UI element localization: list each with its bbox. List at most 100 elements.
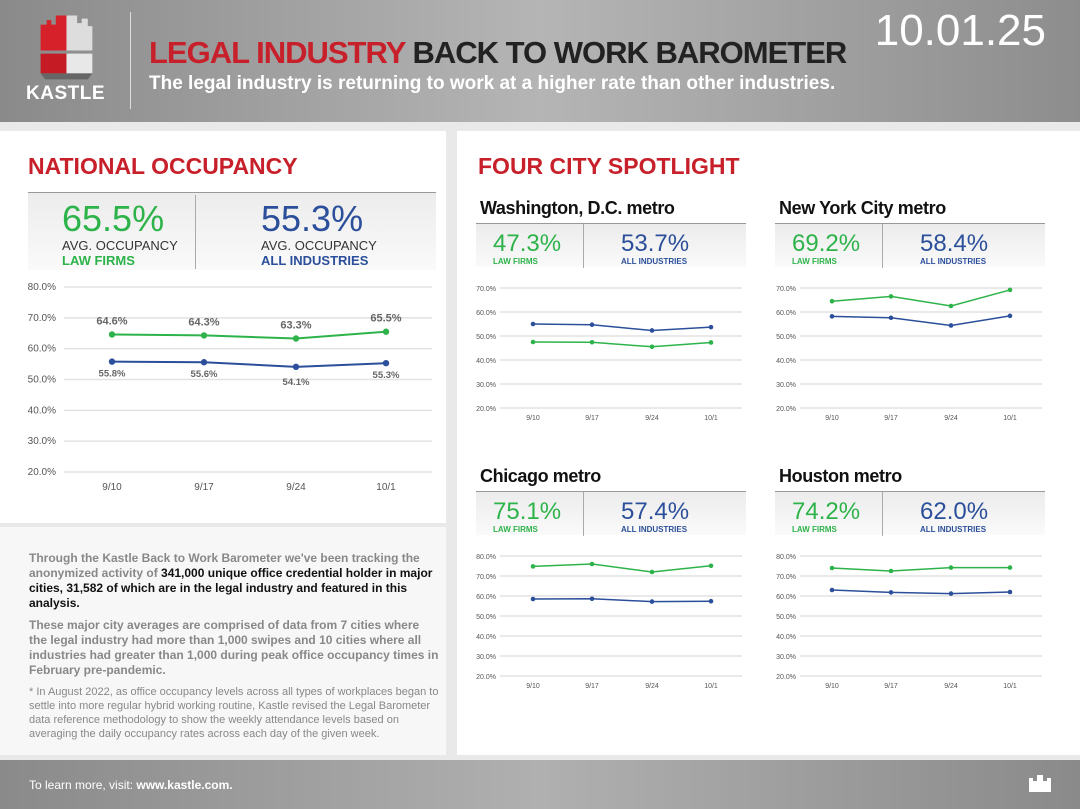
x-tick-label: 10/1 [704,415,718,422]
data-point [1007,287,1013,293]
data-point [829,587,835,593]
data-point [888,294,894,299]
title-red: LEGAL INDUSTRY [149,35,406,70]
info-text: Through the Kastle Back to Work Baromete… [29,551,439,748]
city-all-label: ALL INDUSTRIES [920,257,987,266]
city-law-label: LAW FIRMS [792,525,837,534]
series-line [831,589,1011,595]
data-label: 63.3% [280,319,311,331]
data-point [708,598,714,604]
info-footnote: * In August 2022, as office occupancy le… [29,686,439,740]
y-tick-label: 60.0% [28,344,56,355]
y-tick-label: 50.0% [28,375,56,386]
national-all-value: 55.3% [261,198,364,239]
info-paragraph-1: Through the Kastle Back to Work Baromete… [29,551,439,611]
data-label: 55.3% [373,370,400,381]
data-point [200,332,208,339]
x-tick-label: 9/10 [825,415,839,422]
y-tick-label: 50.0% [476,614,496,621]
national-law-label: LAW FIRMS [62,253,135,268]
y-tick-label: 70.0% [28,313,56,324]
data-point [888,590,894,595]
y-tick-label: 60.0% [476,310,496,317]
data-point [649,599,655,604]
national-all-caption: AVG. OCCUPANCY [261,238,377,253]
series-line [831,289,1011,307]
y-tick-label: 50.0% [776,334,796,341]
data-point [589,339,595,345]
kastle-castle-logo-icon [40,15,93,80]
city-all-value: 57.4% [621,498,690,525]
y-tick-label: 60.0% [776,310,796,317]
data-point [829,314,835,319]
city-all-value: 62.0% [920,498,989,525]
data-point [530,321,536,327]
y-tick-label: 20.0% [776,406,796,413]
national-stats: 65.5% AVG. OCCUPANCY LAW FIRMS 55.3% AVG… [28,192,436,270]
x-tick-label: 9/24 [645,683,659,690]
data-point [948,565,954,570]
data-point [888,315,894,321]
city-stats: 69.2% LAW FIRMS 58.4% ALL INDUSTRIES [775,223,1045,268]
data-point [108,331,116,338]
x-tick-label: 10/1 [704,683,718,690]
data-point [888,568,894,574]
city-name: New York City metro [779,198,946,218]
info-p1-plain: Through the Kastle Back to Work Baromete… [29,551,420,580]
y-tick-label: 20.0% [476,406,496,413]
x-tick-label: 9/24 [944,415,958,422]
x-tick-label: 9/24 [286,482,306,493]
y-tick-label: 80.0% [28,282,56,293]
footer-text: To learn more, visit: www.kastle.com. [29,778,233,792]
data-point [948,591,954,596]
series-line [111,330,387,340]
x-tick-label: 9/17 [585,683,599,690]
city-law-value: 69.2% [792,230,861,257]
x-tick-label: 9/17 [884,683,898,690]
x-tick-label: 10/1 [376,482,396,493]
logo-text: KASTLE [26,83,105,104]
divider [195,195,196,269]
x-tick-label: 9/17 [884,415,898,422]
divider [130,12,131,109]
y-tick-label: 30.0% [776,382,796,389]
x-tick-label: 10/1 [1003,683,1017,690]
data-point [589,561,595,567]
x-tick-label: 9/10 [526,683,540,690]
x-tick-label: 9/17 [194,482,214,493]
y-tick-label: 70.0% [476,574,496,581]
city-law-value: 47.3% [493,230,562,257]
national-law-caption: AVG. OCCUPANCY [62,238,178,253]
footer-label: To learn more, visit: [29,778,137,792]
info-p1-bold: 341,000 unique office credential holder … [29,566,433,610]
divider [882,492,883,536]
y-tick-label: 40.0% [476,634,496,641]
y-tick-label: 20.0% [476,674,496,681]
data-point [829,565,835,571]
y-tick-label: 30.0% [776,654,796,661]
data-label: 64.3% [188,316,219,328]
data-point [382,359,390,367]
series-line [831,315,1011,327]
data-point [530,596,536,602]
city-stats: 74.2% LAW FIRMS 62.0% ALL INDUSTRIES [775,491,1045,536]
city-all-label: ALL INDUSTRIES [920,525,987,534]
data-point [530,339,536,345]
y-tick-label: 40.0% [476,358,496,365]
city-law-label: LAW FIRMS [493,257,538,266]
footer-link[interactable]: www.kastle.com. [136,778,233,792]
data-point [708,324,714,330]
series-line [532,341,712,348]
city-law-value: 74.2% [792,498,861,525]
data-point [530,564,536,569]
y-tick-label: 20.0% [776,674,796,681]
city-stats: 47.3% LAW FIRMS 53.7% ALL INDUSTRIES [476,223,746,268]
data-point [1007,313,1013,319]
data-label: 55.8% [99,369,126,380]
city-all-value: 53.7% [621,230,690,257]
info-panel: Through the Kastle Back to Work Baromete… [0,527,446,755]
divider [583,492,584,536]
y-tick-label: 60.0% [476,594,496,601]
series-line [111,360,387,368]
y-tick-label: 70.0% [776,286,796,293]
